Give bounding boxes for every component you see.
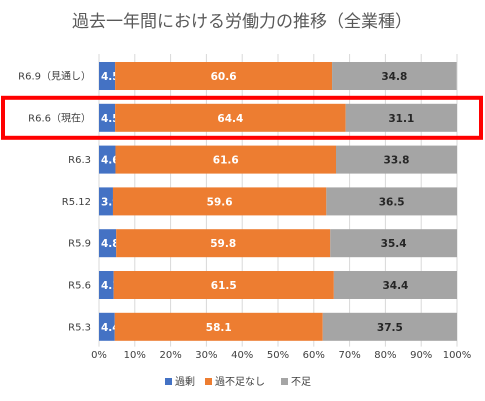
- highlight-frame: [1, 95, 483, 140]
- bar-segment: [116, 229, 331, 258]
- data-label: 31.1: [388, 113, 414, 125]
- bar-segment: [112, 187, 327, 216]
- legend-label: 過剰: [175, 376, 195, 388]
- legend-swatch: [205, 378, 212, 385]
- bar-segment: [322, 312, 457, 341]
- bar-segment: [335, 145, 457, 174]
- bar-segment: [99, 271, 114, 299]
- bar-segment: [113, 271, 334, 299]
- x-tick-label: 0%: [91, 350, 107, 361]
- x-tick-label: 10%: [124, 350, 146, 361]
- x-tick-label: 70%: [338, 350, 360, 361]
- bar-segment: [115, 103, 346, 132]
- highlight-box: [1, 95, 483, 140]
- legend-swatch: [165, 378, 172, 385]
- bar-segment: [326, 187, 457, 216]
- data-label: 4.5: [101, 71, 120, 83]
- x-tick-label: 80%: [374, 350, 396, 361]
- data-label: 37.5: [377, 322, 403, 334]
- data-label: 58.1: [206, 322, 232, 334]
- category-label: R6.6（現在）: [28, 112, 91, 124]
- bar-segment: [345, 103, 457, 132]
- chart-title: 過去一年間における労働力の推移（全業種）: [72, 12, 412, 32]
- category-label: R5.6: [68, 281, 91, 292]
- legend-label: 不足: [291, 376, 311, 388]
- category-label: R5.12: [62, 197, 91, 208]
- data-label: 4.6: [101, 155, 120, 167]
- x-tick-label: 40%: [231, 350, 253, 361]
- x-tick-label: 100%: [443, 350, 472, 361]
- legend-label: 過不足なし: [215, 376, 265, 388]
- bar-segment: [115, 62, 333, 90]
- category-labels: R6.9（見通し） R6.6（現在） R6.3 R5.12 R5.9 R5.6 R5.3: [18, 71, 91, 334]
- bar-segment: [115, 145, 336, 174]
- data-label: 59.6: [207, 196, 233, 208]
- x-tick-label: 20%: [159, 350, 181, 361]
- data-label: 60.6: [211, 71, 237, 83]
- data-label: 34.4: [382, 280, 408, 292]
- x-tick-label: 30%: [195, 350, 217, 361]
- category-label: R5.9: [68, 239, 91, 250]
- bars: 4.5 60.6 34.84.5 64.4 31.14.6 61.6 33.83.9 59.6…: [99, 62, 457, 341]
- bar-segment: [99, 312, 115, 341]
- data-label: 4.5: [101, 113, 120, 125]
- bar-segment: [332, 62, 457, 90]
- x-tick-label: 90%: [410, 350, 432, 361]
- bar-segment: [114, 312, 323, 341]
- x-axis-ticks: 0% 10% 20% 30% 40% 50% 60% 70% 80% 90% 100%: [91, 350, 471, 361]
- data-label: 33.8: [384, 155, 410, 167]
- data-label: 59.8: [210, 238, 236, 250]
- category-label: R6.3: [68, 155, 91, 166]
- data-label: 36.5: [379, 196, 405, 208]
- legend-swatch: [281, 378, 288, 385]
- legend: 過剰 過不足なし 不足: [165, 376, 311, 388]
- data-label: 61.6: [213, 155, 239, 167]
- data-label: 61.5: [211, 280, 237, 292]
- category-label: R6.9（見通し）: [18, 71, 91, 83]
- x-tick-label: 60%: [303, 350, 325, 361]
- bar-segment: [99, 229, 117, 258]
- data-label: 35.4: [381, 238, 407, 250]
- bar-segment: [99, 103, 116, 132]
- bar-segment: [330, 229, 457, 258]
- data-label: 4.8: [101, 238, 120, 250]
- bar-segment: [333, 271, 457, 299]
- bar-segment: [99, 62, 116, 90]
- bar-segment: [99, 145, 116, 174]
- x-tick-label: 50%: [267, 350, 289, 361]
- bar-segment: [99, 187, 113, 216]
- category-label: R5.3: [68, 322, 91, 333]
- data-label: 34.8: [381, 71, 407, 83]
- data-label: 64.4: [217, 113, 243, 125]
